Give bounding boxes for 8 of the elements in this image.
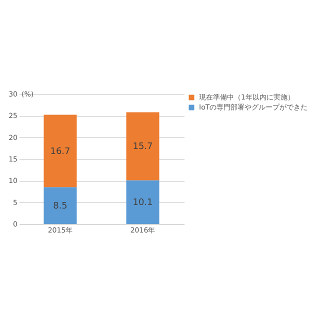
bar <box>126 112 160 180</box>
bar <box>126 180 160 224</box>
data-label: 8.5 <box>53 202 68 212</box>
data-label: 10.1 <box>132 198 153 208</box>
data-label: 16.7 <box>50 146 70 157</box>
bar <box>44 187 77 224</box>
data-label: 15.7 <box>132 142 153 152</box>
bar <box>44 114 77 188</box>
